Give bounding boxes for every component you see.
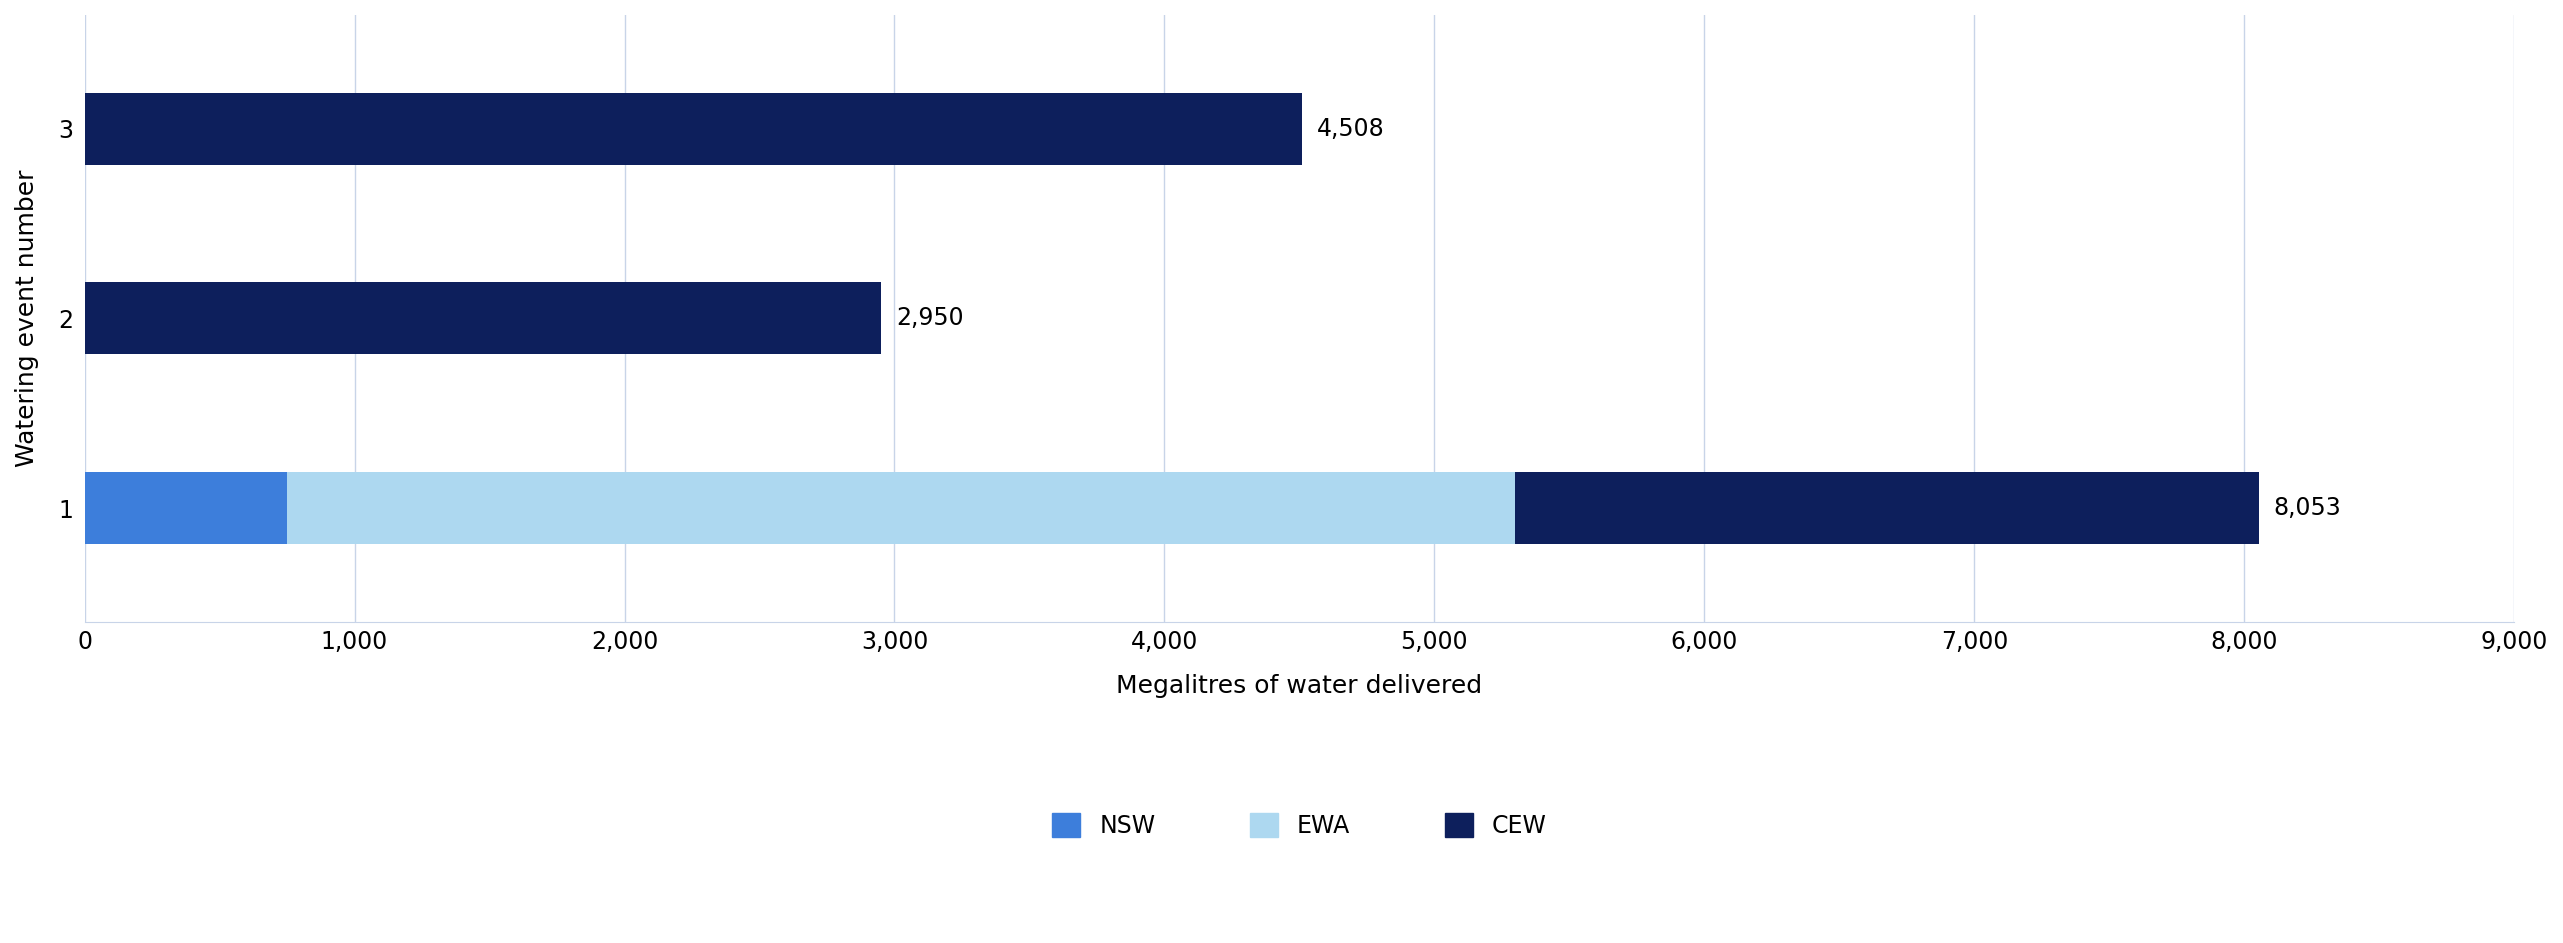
X-axis label: Megalitres of water delivered: Megalitres of water delivered (1117, 673, 1481, 698)
Text: 4,508: 4,508 (1317, 117, 1384, 141)
Bar (85, 282, 882, 355)
Bar (287, 472, 1515, 544)
Legend: NSW, EWA, CEW: NSW, EWA, CEW (1043, 803, 1556, 848)
Y-axis label: Watering event number: Watering event number (15, 170, 38, 467)
Bar (85, 92, 1302, 165)
Text: 2,950: 2,950 (897, 306, 964, 330)
Bar (85, 472, 287, 544)
Bar (1515, 472, 2258, 544)
Text: 8,053: 8,053 (2273, 496, 2340, 520)
